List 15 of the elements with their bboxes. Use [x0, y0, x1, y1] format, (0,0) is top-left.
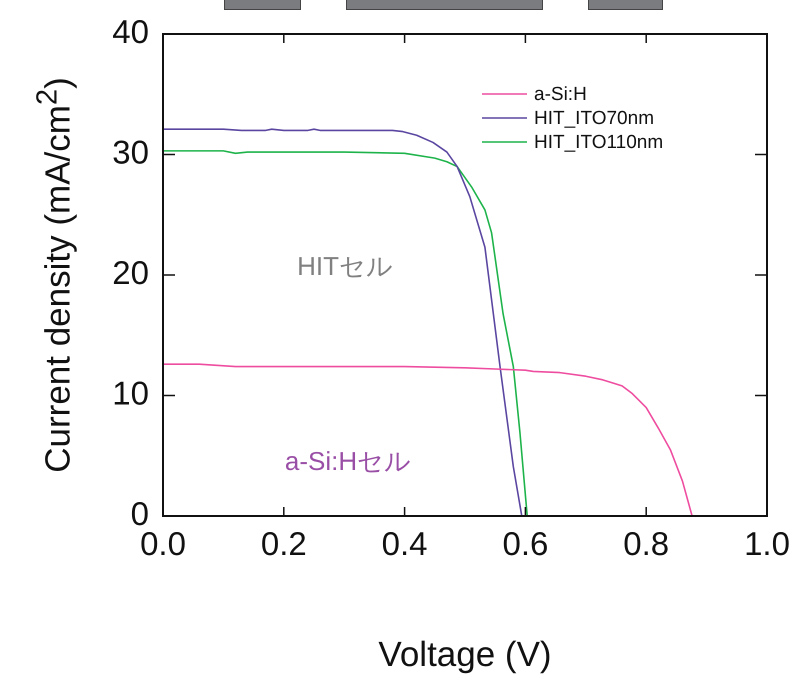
annotation: HITセル — [297, 251, 393, 282]
x-tick-label: 0.6 — [502, 524, 548, 562]
x-tick-label: 0.8 — [623, 524, 670, 562]
legend-label: HIT_ITO70nm — [534, 108, 654, 130]
y-tick-label: 10 — [112, 374, 149, 412]
x-tick-label: 0.2 — [260, 524, 307, 562]
legend-label: a-Si:H — [534, 84, 587, 106]
y-tick-label: 40 — [112, 13, 149, 50]
annotation: a-Si:Hセル — [284, 446, 412, 476]
x-tick-label: 0.4 — [382, 524, 428, 562]
legend-label: HIT_ITO110nm — [534, 132, 664, 154]
x-tick-label: 1.0 — [744, 524, 790, 562]
x-axis-title: Voltage (V) — [378, 635, 552, 675]
y-tick-label: 20 — [112, 254, 149, 292]
y-tick-label: 30 — [112, 134, 149, 171]
